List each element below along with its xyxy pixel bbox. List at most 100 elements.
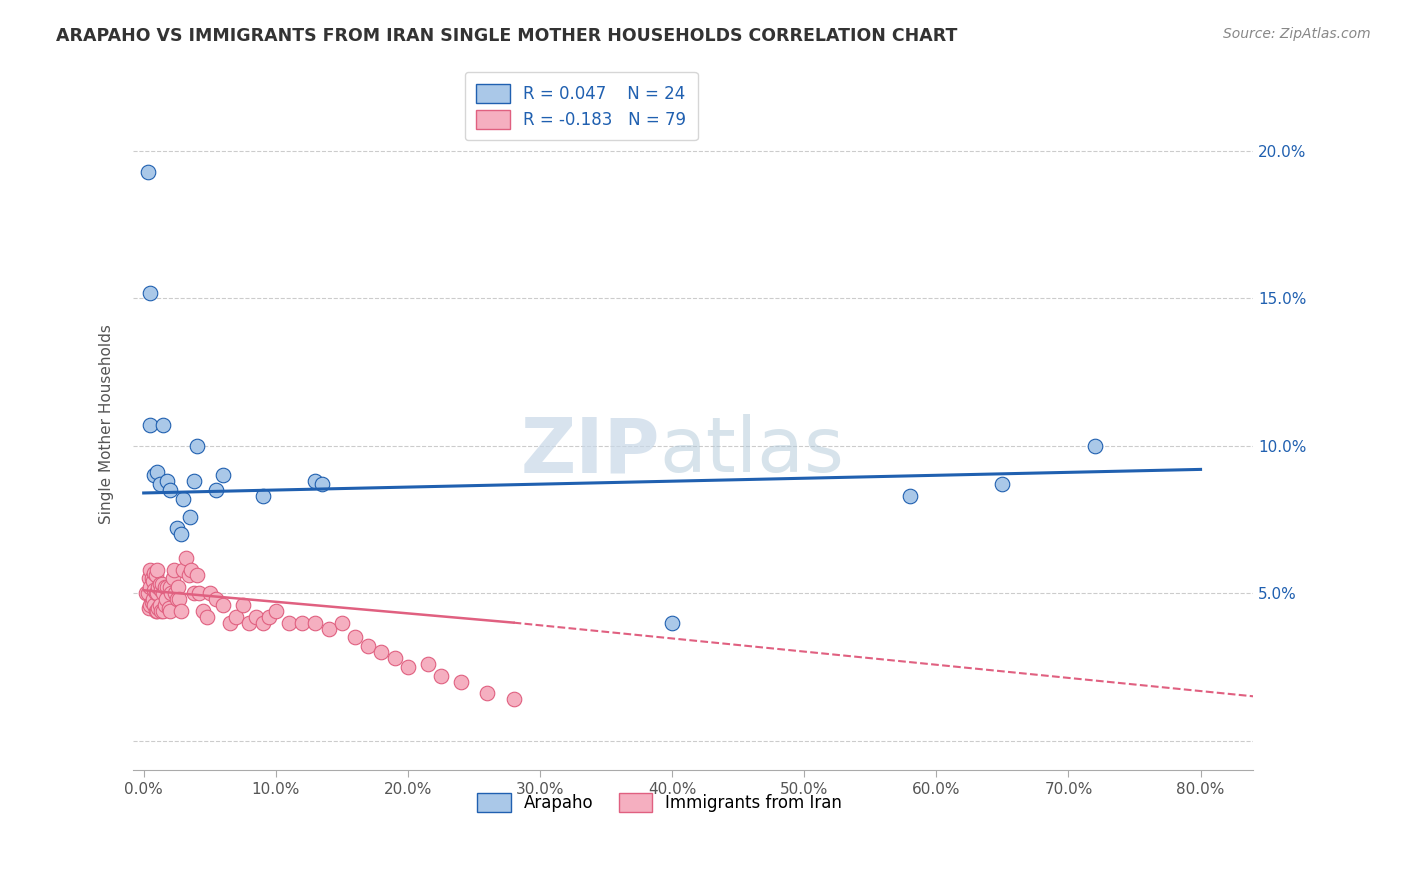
Point (135, 586, 157, 600)
Point (163, 563, 186, 577)
Point (330, 615, 353, 630)
Point (450, 674, 472, 689)
Point (139, 563, 162, 577)
Point (148, 601, 170, 615)
Point (344, 631, 367, 645)
Point (136, 586, 159, 600)
Point (143, 468, 166, 483)
Text: atlas: atlas (659, 415, 845, 489)
Point (145, 586, 167, 600)
Point (183, 586, 205, 600)
Point (145, 604, 167, 618)
Point (661, 615, 683, 630)
Point (169, 592, 191, 607)
Point (205, 592, 228, 607)
Point (232, 598, 254, 612)
Point (205, 483, 228, 497)
Point (138, 601, 160, 615)
Point (174, 550, 197, 565)
Point (183, 474, 205, 488)
Point (218, 615, 240, 630)
Point (291, 615, 314, 630)
Point (169, 604, 191, 618)
Point (136, 165, 159, 179)
Point (318, 622, 340, 636)
Point (153, 580, 176, 594)
Point (141, 595, 163, 609)
Point (146, 466, 169, 480)
Text: ZIP: ZIP (520, 415, 659, 489)
Point (148, 477, 170, 491)
Point (186, 439, 208, 453)
Point (991, 477, 1014, 491)
Point (172, 491, 194, 506)
Point (252, 615, 274, 630)
Point (167, 580, 190, 594)
Point (143, 583, 166, 598)
Point (149, 604, 172, 618)
Point (139, 285, 162, 300)
Point (304, 474, 326, 488)
Point (145, 568, 167, 582)
Point (1084, 439, 1107, 453)
Text: ARAPAHO VS IMMIGRANTS FROM IRAN SINGLE MOTHER HOUSEHOLDS CORRELATION CHART: ARAPAHO VS IMMIGRANTS FROM IRAN SINGLE M… (56, 27, 957, 45)
Point (143, 598, 166, 612)
Point (370, 645, 392, 659)
Point (155, 592, 177, 607)
Point (159, 483, 181, 497)
Point (257, 609, 280, 624)
Point (177, 568, 200, 582)
Text: Source: ZipAtlas.com: Source: ZipAtlas.com (1223, 27, 1371, 41)
Point (165, 586, 187, 600)
Point (159, 580, 181, 594)
Point (191, 604, 214, 618)
Point (264, 604, 287, 618)
Point (146, 586, 169, 600)
Point (252, 489, 274, 503)
Point (156, 580, 179, 594)
Point (430, 669, 453, 683)
Point (245, 609, 267, 624)
Point (148, 598, 170, 612)
Point (278, 615, 301, 630)
Y-axis label: Single Mother Households: Single Mother Households (100, 324, 114, 524)
Point (149, 583, 172, 598)
Point (139, 418, 162, 433)
Point (475, 686, 498, 700)
Point (138, 571, 160, 585)
Point (396, 660, 419, 674)
Point (198, 586, 221, 600)
Point (148, 580, 170, 594)
Point (159, 604, 181, 618)
Point (311, 477, 333, 491)
Point (212, 468, 235, 483)
Point (502, 692, 524, 706)
Legend: Arapaho, Immigrants from Iran: Arapaho, Immigrants from Iran (465, 781, 853, 824)
Point (156, 474, 179, 488)
Point (142, 574, 165, 589)
Point (238, 615, 260, 630)
Point (152, 604, 174, 618)
Point (139, 580, 162, 594)
Point (146, 604, 169, 618)
Point (152, 418, 174, 433)
Point (139, 598, 162, 612)
Point (169, 527, 191, 541)
Point (162, 571, 184, 585)
Point (143, 566, 166, 580)
Point (150, 577, 173, 591)
Point (179, 509, 201, 524)
Point (166, 592, 188, 607)
Point (188, 586, 211, 600)
Point (166, 521, 188, 535)
Point (153, 598, 176, 612)
Point (416, 657, 439, 671)
Point (225, 609, 247, 624)
Point (148, 577, 170, 591)
Point (141, 571, 163, 585)
Point (180, 563, 202, 577)
Point (142, 592, 165, 607)
Point (157, 601, 180, 615)
Point (172, 563, 194, 577)
Point (186, 568, 208, 582)
